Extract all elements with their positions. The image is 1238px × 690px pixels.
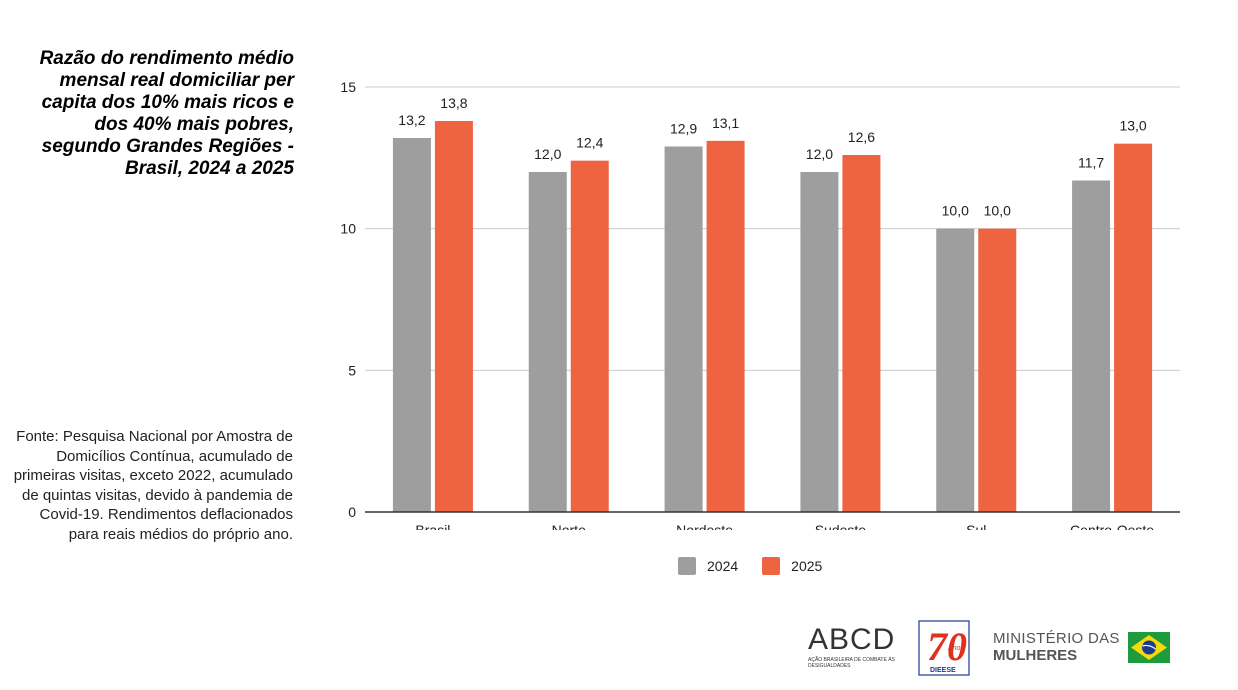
- ministry-line1: MINISTÉRIO DAS: [993, 630, 1120, 647]
- bar-2024-nordeste: [664, 146, 703, 512]
- data-label-2024-brasil: 13,2: [398, 112, 425, 128]
- data-label-2024-nordeste: 12,9: [670, 121, 697, 137]
- data-label-2025-centro-oeste: 13,0: [1119, 118, 1146, 134]
- x-tick-label-sudeste: Sudeste: [815, 522, 867, 530]
- x-tick-label-sul: Sul: [966, 522, 986, 530]
- bar-2024-brasil: [392, 138, 431, 512]
- abcd-logo: ABCD AÇÃO BRASILEIRA DE COMBATE ÀS DESIG…: [808, 623, 898, 670]
- legend-label-2024: 2024: [707, 558, 739, 574]
- bar-2024-sul: [936, 228, 975, 512]
- footer-logos: ABCD AÇÃO BRASILEIRA DE COMBATE ÀS DESIG…: [805, 620, 1185, 680]
- x-tick-label-norte: Norte: [552, 522, 586, 530]
- data-label-2025-norte: 12,4: [576, 135, 603, 151]
- legend-swatch-2025: [762, 557, 781, 575]
- data-label-2025-sul: 10,0: [984, 203, 1011, 219]
- bar-chart: 0 5 10 15 13,2 13,8 Brasil 12,0 12,4 Norte 12,9 13,…: [340, 79, 1180, 530]
- legend-item-2025: 2025: [762, 557, 822, 575]
- bar-2025-sudeste: [842, 155, 881, 512]
- x-tick-label-centro-oeste: Centro-Oeste: [1070, 522, 1154, 530]
- dieese-anos: Anos: [947, 645, 964, 652]
- data-label-2025-sudeste: 12,6: [848, 129, 875, 145]
- data-label-2024-centro-oeste: 11,7: [1078, 155, 1104, 171]
- x-tick-label-nordeste: Nordeste: [676, 522, 733, 530]
- y-tick-label-15: 15: [340, 79, 356, 95]
- bar-2024-sudeste: [800, 172, 839, 512]
- abcd-logo-mark: ABCD: [808, 623, 896, 656]
- x-tick-label-brasil: Brasil: [415, 522, 450, 530]
- legend-item-2024: 2024: [678, 557, 738, 575]
- y-tick-label-5: 5: [348, 362, 356, 378]
- data-label-2024-norte: 12,0: [534, 146, 561, 162]
- data-label-2025-nordeste: 13,1: [712, 115, 739, 131]
- legend-swatch-2024: [678, 557, 696, 575]
- y-tick-label-0: 0: [348, 504, 356, 520]
- brazil-flag-icon: [1128, 632, 1170, 663]
- y-tick-label-10: 10: [340, 221, 356, 237]
- dieese-name: DIEESE: [930, 667, 956, 674]
- bar-2025-brasil: [434, 121, 473, 512]
- source-note: Fonte: Pesquisa Nacional por Amostra de …: [13, 428, 293, 543]
- bar-2024-centro-oeste: [1072, 180, 1111, 512]
- legend: 2024 2025: [678, 557, 846, 575]
- bar-2025-sul: [978, 228, 1017, 512]
- bar-2025-centro-oeste: [1114, 143, 1153, 512]
- ministry-logo: MINISTÉRIO DAS MULHERES: [993, 630, 1120, 664]
- data-label-2025-brasil: 13,8: [440, 95, 467, 111]
- bar-2025-nordeste: [706, 140, 745, 512]
- abcd-logo-subtitle: AÇÃO BRASILEIRA DE COMBATE ÀS DESIGUALDA…: [808, 657, 895, 669]
- chart-title: Razão do rendimento médio mensal real do…: [39, 48, 294, 179]
- legend-label-2025: 2025: [791, 558, 823, 574]
- bar-2025-norte: [570, 160, 609, 512]
- dieese-seventy: 70: [927, 624, 967, 669]
- dieese-70-anos-logo: 70 Anos DIEESE: [918, 620, 970, 676]
- data-label-2024-sudeste: 12,0: [806, 146, 833, 162]
- bar-2024-norte: [528, 172, 567, 512]
- ministry-line2: MULHERES: [993, 647, 1078, 664]
- data-label-2024-sul: 10,0: [942, 203, 969, 219]
